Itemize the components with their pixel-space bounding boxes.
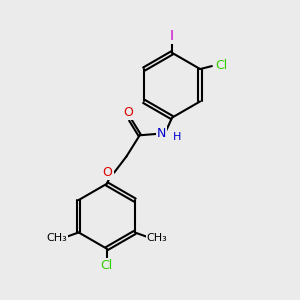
Text: Cl: Cl [215,59,227,72]
Text: Cl: Cl [100,259,113,272]
Text: CH₃: CH₃ [46,233,67,243]
Text: I: I [170,29,174,43]
Text: CH₃: CH₃ [146,233,167,243]
Text: O: O [103,166,112,178]
Text: H: H [173,132,181,142]
Text: N: N [157,127,166,140]
Text: O: O [123,106,133,119]
